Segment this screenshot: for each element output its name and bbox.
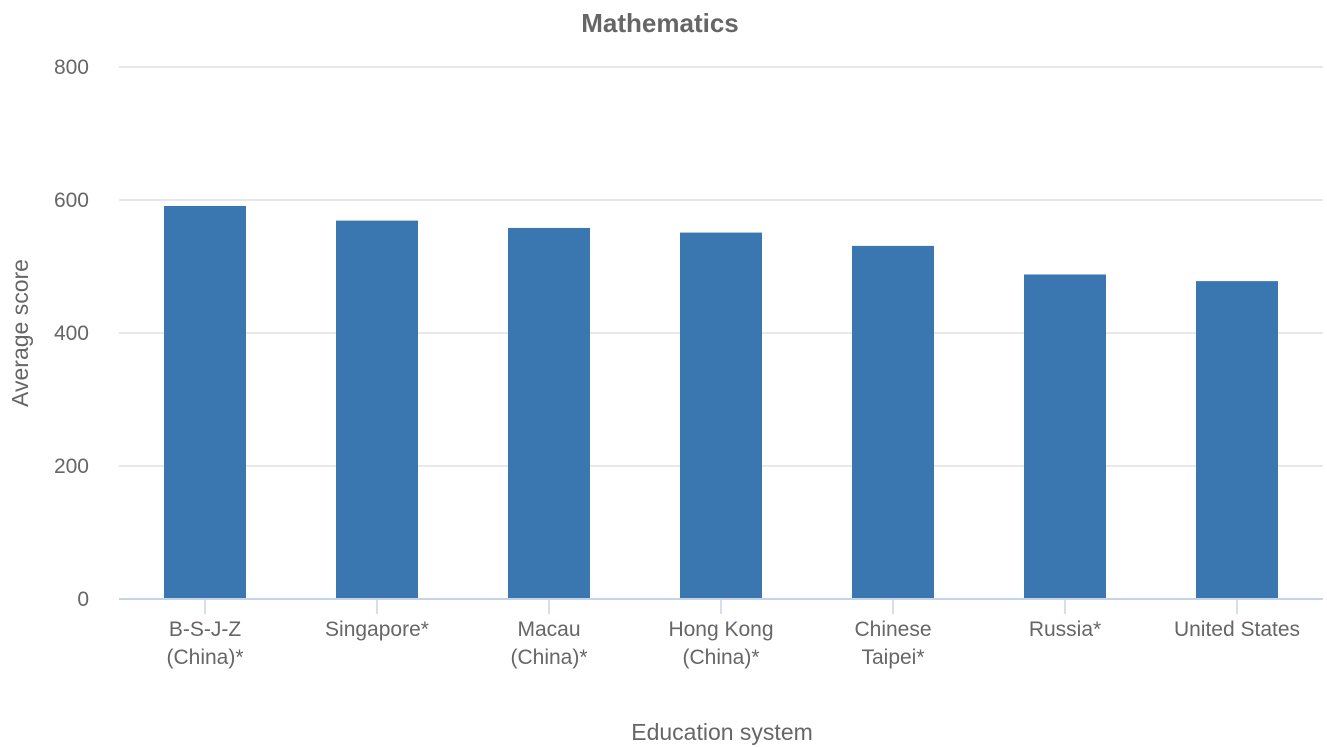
x-tick-label: Hong Kong (China)* xyxy=(668,618,773,669)
y-axis-ticks: 0 200 400 600 800 xyxy=(54,56,89,611)
x-tick-label: Macau (China)* xyxy=(510,618,587,669)
y-tick-label: 200 xyxy=(54,455,89,478)
x-tick-label: Russia* xyxy=(1029,618,1101,641)
x-tick-label-line: (China)* xyxy=(166,646,243,669)
bar xyxy=(1196,281,1278,599)
y-axis-title: Average score xyxy=(7,259,33,407)
y-tick-label: 800 xyxy=(54,56,89,79)
chart-title: Mathematics xyxy=(581,8,739,38)
bar xyxy=(508,227,590,599)
x-tick-label-line: (China)* xyxy=(682,646,759,669)
x-tick-label-line: Chinese xyxy=(854,618,931,641)
bar xyxy=(336,220,418,600)
x-tick-label: Singapore* xyxy=(325,618,429,641)
y-tick-label: 0 xyxy=(77,588,89,611)
x-tick-label-line: Singapore* xyxy=(325,618,429,641)
x-tick-label: Chinese Taipei* xyxy=(854,618,931,669)
x-tick-label: B-S-J-Z (China)* xyxy=(166,618,243,669)
x-axis-ticks: B-S-J-Z (China)*Singapore* Macau (China)*Ho… xyxy=(166,599,1300,669)
bar xyxy=(1024,274,1106,599)
x-tick-label-line: Macau xyxy=(517,618,580,641)
x-axis-title: Education system xyxy=(631,719,813,745)
x-tick-label-line: Hong Kong xyxy=(668,618,773,641)
x-tick-label-line: (China)* xyxy=(510,646,587,669)
bar xyxy=(680,232,762,599)
y-tick-label: 600 xyxy=(54,189,89,212)
x-tick-label-line: B-S-J-Z xyxy=(169,618,241,641)
y-tick-label: 400 xyxy=(54,322,89,345)
bar xyxy=(164,205,246,600)
x-tick-label-line: Taipei* xyxy=(861,646,924,669)
bars xyxy=(164,205,1278,600)
x-tick-label-line: United States xyxy=(1174,618,1300,641)
x-tick-label: United States xyxy=(1174,618,1300,641)
bar xyxy=(852,245,934,599)
x-tick-label-line: Russia* xyxy=(1029,618,1101,641)
